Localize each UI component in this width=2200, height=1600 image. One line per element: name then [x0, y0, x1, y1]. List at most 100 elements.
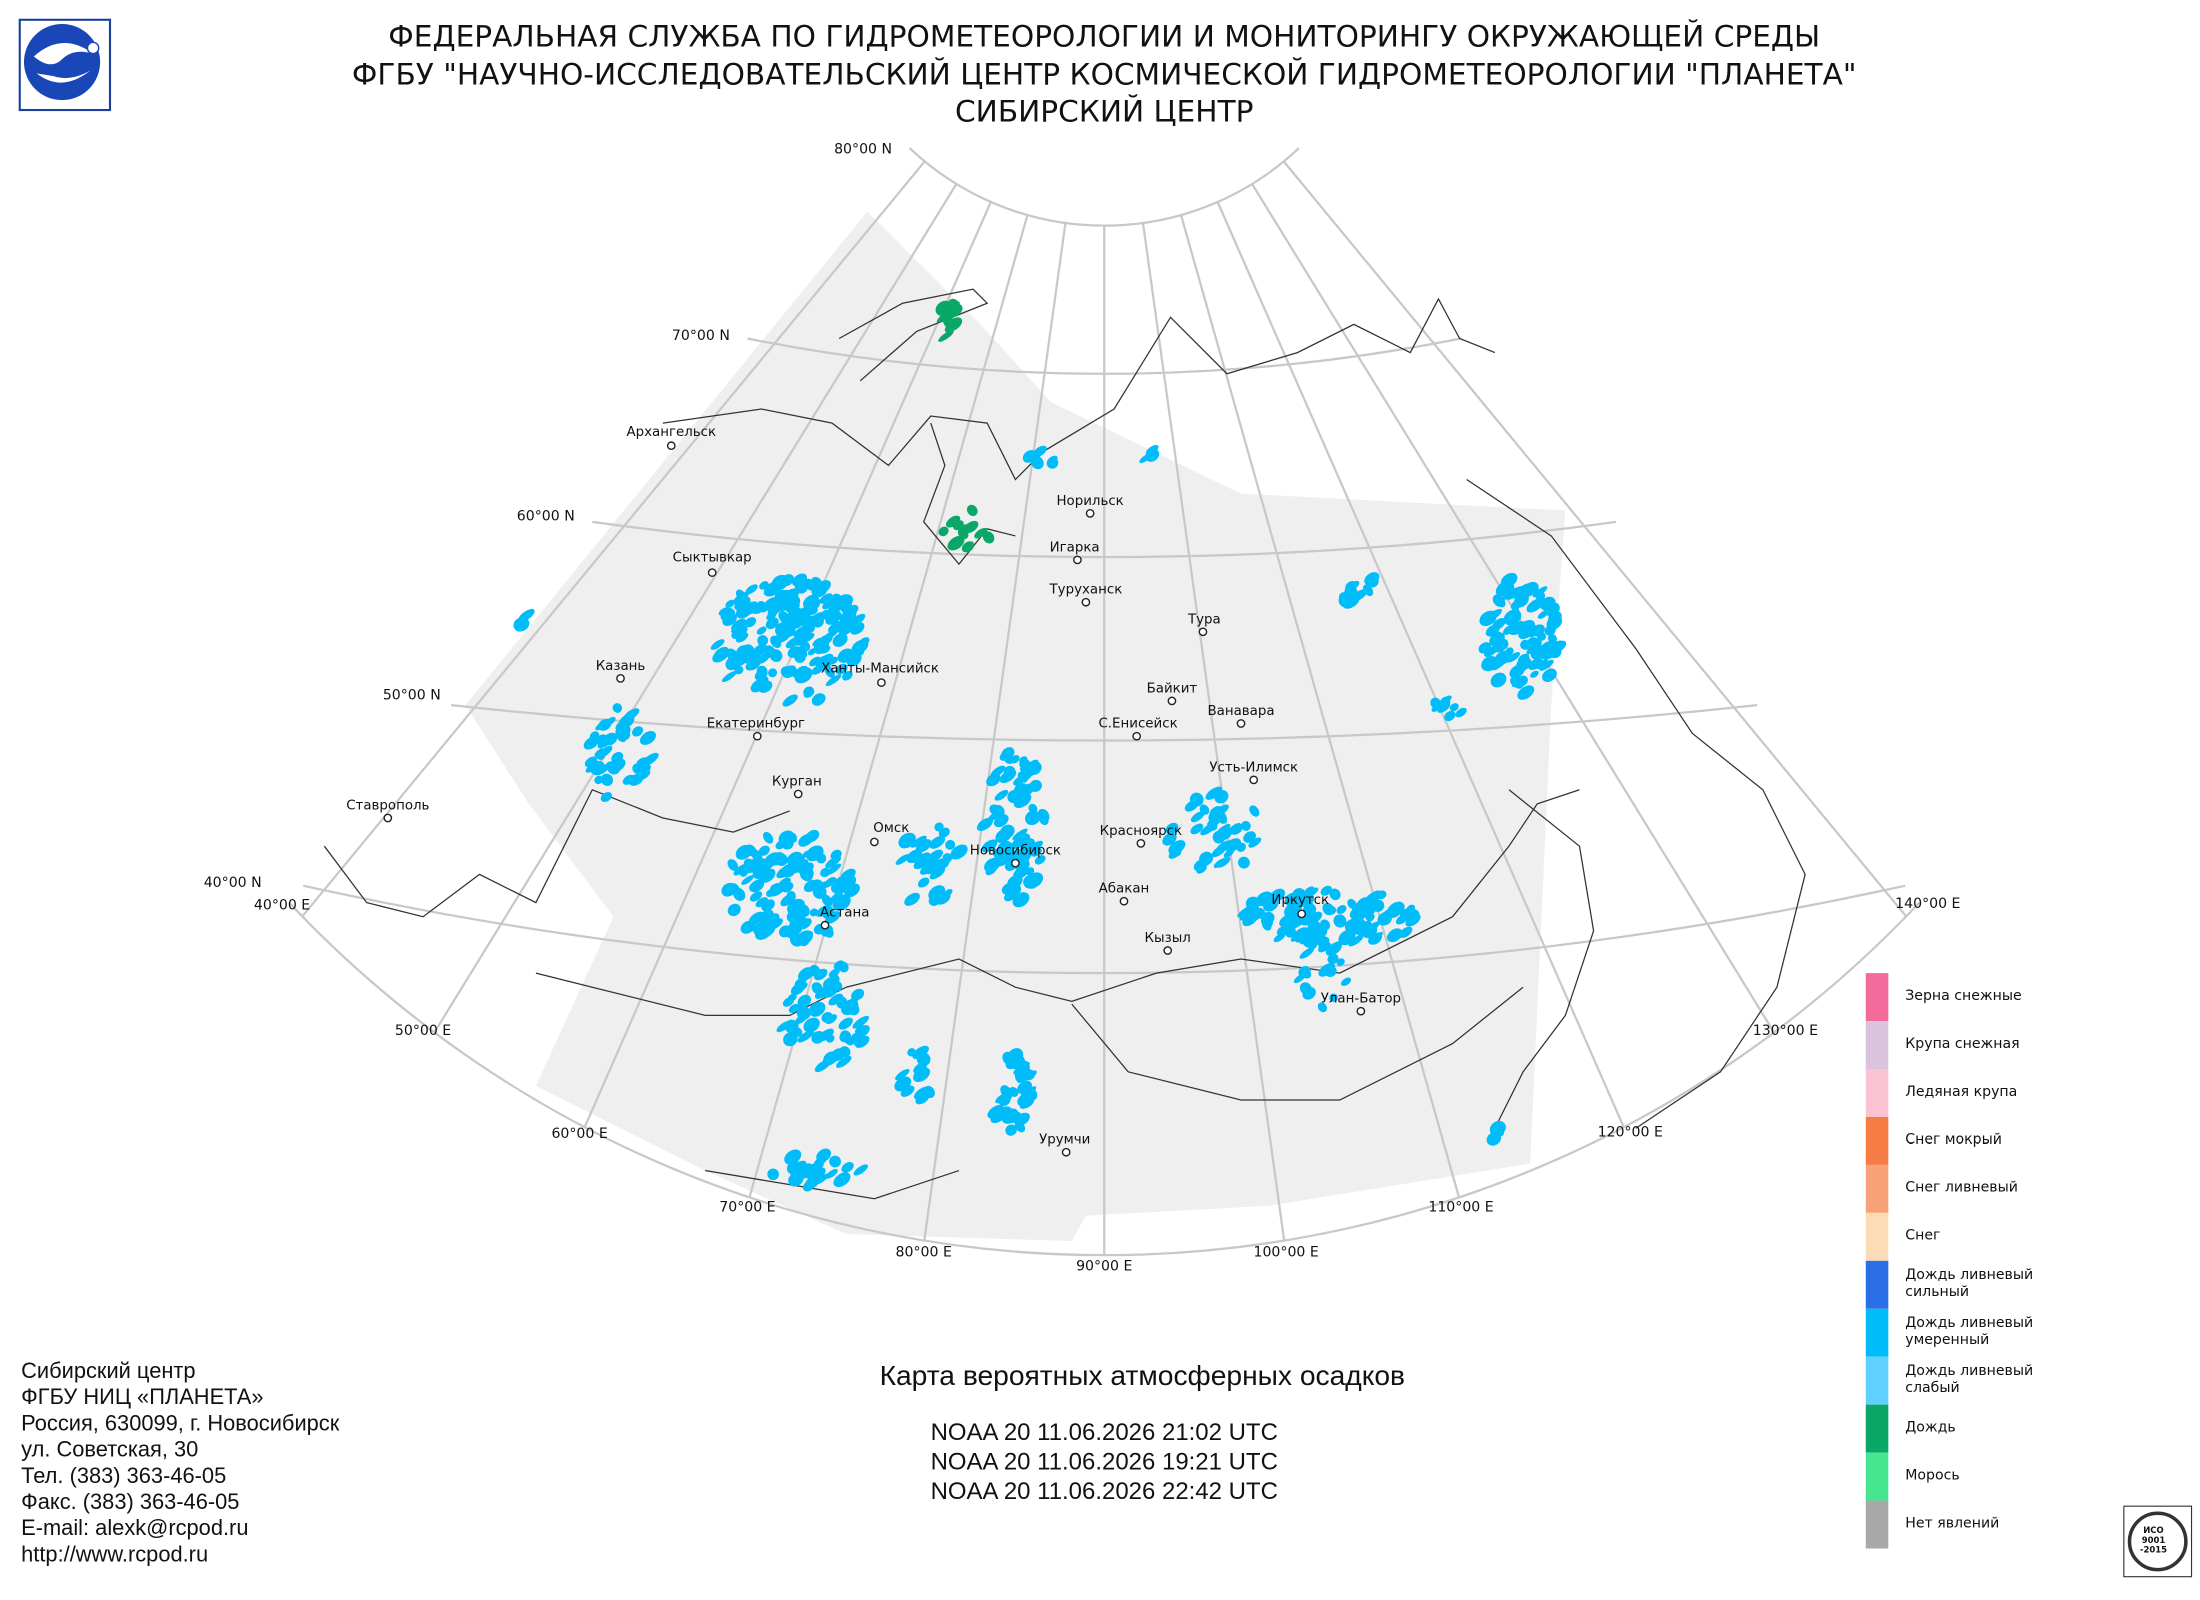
- precipitation-cell: [718, 607, 729, 616]
- precipitation-cell: [727, 859, 739, 871]
- legend-label-wrap: Дождь ливневый слабый: [1905, 1357, 2046, 1405]
- precipitation-cell: [776, 865, 793, 879]
- precipitation-cell: [907, 1048, 916, 1057]
- precipitation-cell: [989, 804, 1000, 815]
- precipitation-cell: [1139, 453, 1153, 464]
- precipitation-cell: [745, 584, 758, 595]
- city-marker: [707, 568, 717, 577]
- precipitation-cell: [752, 602, 766, 615]
- precipitation-cell: [842, 671, 853, 681]
- precipitation-cell: [755, 897, 768, 908]
- precipitation-cell: [1395, 914, 1409, 925]
- precipitation-cell: [809, 656, 821, 667]
- coastline: [922, 422, 1016, 566]
- precipitation-cell: [1002, 1109, 1016, 1120]
- precipitation-cell: [782, 997, 794, 1007]
- city-label: Тура: [1187, 612, 1221, 627]
- precipitation-cell: [815, 852, 827, 864]
- city-label: Ханты-Мансийск: [821, 662, 939, 677]
- map: 80°00 N 70°00 N 60°00 N 50°00 N 40°00 N 40°00…: [204, 142, 1961, 1275]
- precipitation-cell: [839, 1031, 851, 1043]
- precipitation-cell: [999, 769, 1017, 784]
- legend-label: Снег: [1905, 1228, 1941, 1244]
- precipitation-cell: [809, 1019, 819, 1028]
- legend-label-wrap: Ледяная крупа: [1905, 1069, 2046, 1117]
- meridian-line: [1179, 214, 1461, 1198]
- precipitation-cell: [957, 527, 969, 540]
- precipitation-cell: [1165, 822, 1179, 835]
- precipitation-cell: [1027, 761, 1042, 776]
- precipitation-cell: [835, 663, 848, 675]
- precipitation-cell: [1304, 901, 1314, 911]
- precipitation-cell: [1340, 977, 1352, 986]
- precipitation-cell: [1505, 647, 1514, 656]
- city-marker: [793, 789, 803, 799]
- precipitation-cell: [767, 1168, 779, 1181]
- precipitation-cell: [1016, 857, 1030, 872]
- precipitation-cell: [752, 863, 770, 880]
- precipitation-cell: [786, 930, 796, 938]
- legend-label-box: Дождь ливневый сильный: [1905, 1261, 2046, 1309]
- precipitation-cell: [788, 1003, 800, 1014]
- precipitation-cell: [585, 763, 597, 773]
- precipitation-cell: [1287, 916, 1302, 928]
- precipitation-cell: [1047, 455, 1058, 465]
- precipitation-cell: [825, 1169, 838, 1179]
- precipitation-cell: [828, 968, 840, 978]
- contact-line: Тел. (383) 363-46-05: [21, 1463, 226, 1488]
- precipitation-cell: [840, 601, 853, 614]
- legend-label: Дождь: [1905, 1420, 1956, 1436]
- city-label: Норильск: [1056, 494, 1123, 509]
- parallel-label: 50°00 N: [383, 688, 441, 704]
- precipitation-cell: [837, 648, 854, 663]
- precipitation-cell: [1511, 614, 1522, 623]
- precipitation-cell: [839, 874, 857, 890]
- precipitation-cell: [895, 1068, 910, 1081]
- precipitation-cell: [1039, 814, 1049, 825]
- meridian-line: [301, 160, 926, 917]
- precipitation-cell: [1030, 455, 1044, 470]
- city-marker: [1136, 838, 1146, 848]
- precipitation-cell: [1255, 891, 1273, 907]
- city-label: Новосибирск: [970, 843, 1061, 859]
- precipitation-cell: [775, 621, 791, 637]
- city-label: Курган: [772, 775, 822, 790]
- precipitation-cell: [1305, 928, 1323, 942]
- precipitation-cell: [1489, 1120, 1506, 1137]
- precipitation-cell: [982, 531, 995, 544]
- precipitation-cell: [784, 1149, 802, 1165]
- precipitation-cell: [1547, 633, 1558, 644]
- precipitation-cell: [825, 863, 842, 876]
- precipitation-cell: [1273, 932, 1286, 943]
- precipitation-cell: [748, 656, 757, 664]
- precipitation-cell: [821, 645, 831, 654]
- precipitation-cell: [1485, 624, 1500, 637]
- meridian-line: [1282, 160, 1907, 917]
- precipitation-cell: [768, 668, 778, 678]
- precipitation-cell: [796, 1006, 811, 1021]
- city-marker: [877, 678, 886, 687]
- precipitation-cell: [1236, 842, 1246, 852]
- legend-label-wrap: Дождь ливневый сильный: [1905, 1261, 2046, 1309]
- precipitation-cell: [830, 849, 842, 860]
- legend-label-box: Морось: [1905, 1468, 1959, 1484]
- precipitation-cell: [777, 877, 791, 889]
- logo-globe: [23, 24, 101, 101]
- precipitation-cell: [732, 591, 749, 605]
- meridian-label: 140°00 E: [1895, 896, 1960, 912]
- precipitation-cell: [758, 638, 767, 647]
- precipitation-cell: [764, 583, 776, 593]
- coastline: [838, 288, 989, 382]
- precipitation-cell: [1398, 926, 1413, 938]
- precipitation-cell: [1012, 892, 1030, 908]
- city-marker: [1061, 1147, 1071, 1157]
- precipitation-cell: [938, 330, 954, 342]
- precipitation-cell: [635, 757, 651, 771]
- precipitation-cell: [950, 844, 968, 860]
- coastline: [662, 297, 1496, 481]
- city-marker: [752, 731, 762, 741]
- precipitation-cell: [1320, 919, 1331, 930]
- precipitation-cell: [1207, 820, 1218, 831]
- city-label: Ванавара: [1207, 704, 1274, 719]
